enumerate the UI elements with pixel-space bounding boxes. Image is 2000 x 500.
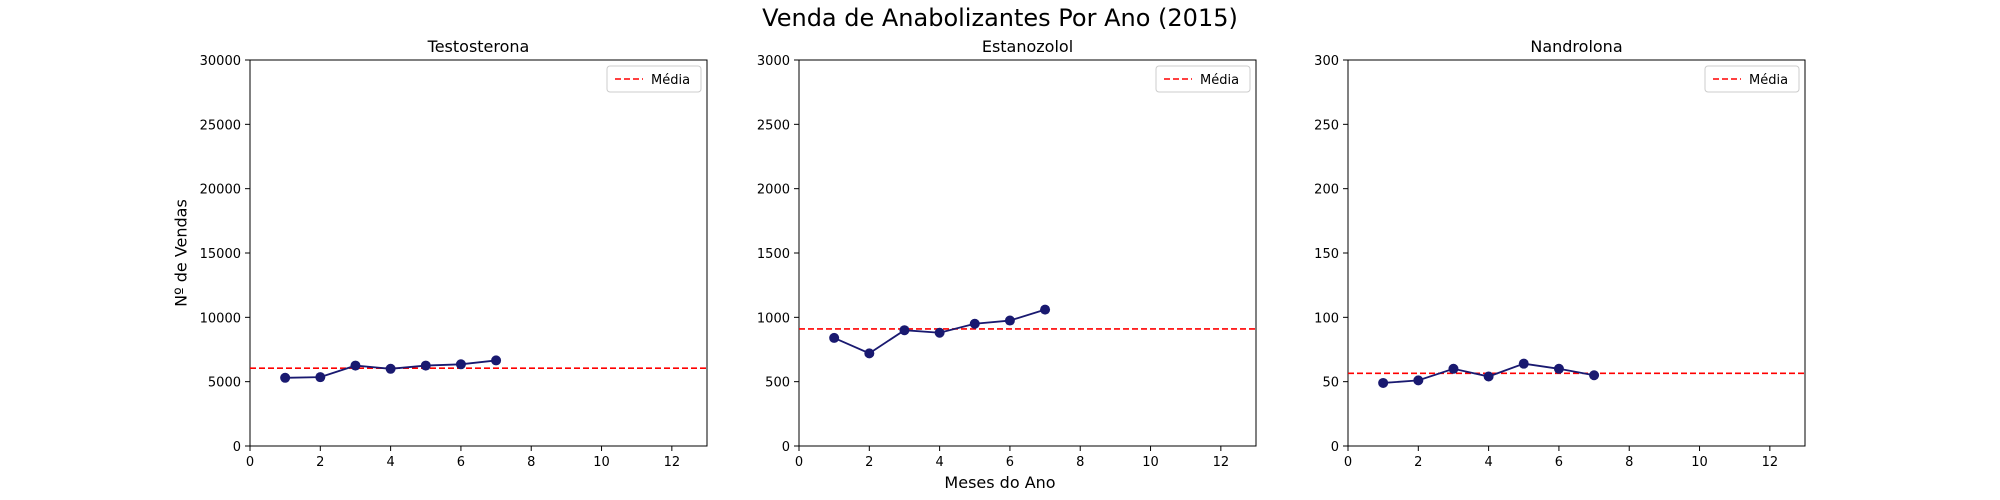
y-tick-label: 20000 [200,183,241,198]
y-tick-label: 3000 [757,54,790,69]
x-tick-label: 0 [795,455,803,470]
data-point [491,355,502,366]
data-point [420,360,431,371]
data-point [969,318,980,329]
data-point [1040,304,1051,315]
data-point [1448,363,1459,374]
x-tick-label: 2 [1414,455,1422,470]
legend-label: Média [1749,73,1788,88]
x-tick-label: 8 [1625,455,1633,470]
x-tick-label: 6 [1006,455,1014,470]
y-tick-label: 2500 [757,118,790,133]
chart-title: Nandrolona [1530,37,1622,56]
y-tick-label: 15000 [200,247,241,262]
data-point [1378,377,1389,388]
y-tick-label: 100 [1314,311,1339,326]
x-tick-label: 10 [1142,455,1159,470]
x-tick-label: 2 [316,455,324,470]
x-tick-label: 12 [1762,455,1779,470]
y-tick-label: 50 [1322,376,1339,391]
data-point [934,327,945,338]
data-point [1589,370,1600,381]
data-point [280,372,291,383]
legend-label: Média [1200,73,1239,88]
y-tick-label: 1000 [757,311,790,326]
x-tick-label: 12 [1213,455,1230,470]
x-tick-label: 10 [593,455,610,470]
plot-frame [249,59,708,447]
y-tick-label: 1500 [757,247,790,262]
x-axis-label: Meses do Ano [944,473,1056,492]
plot-frame [1347,59,1806,447]
x-tick-label: 12 [664,455,681,470]
y-tick-label: 25000 [200,118,241,133]
chart-panel-estanozolol: Estanozolol 0 2 4 6 8 10 12 0 500 1000 1500 2000 2500… [757,37,1257,470]
data-point [864,348,875,359]
y-tick-label: 300 [1314,54,1339,69]
data-point [350,360,361,371]
figure-title: Venda de Anabolizantes Por Ano (2015) [762,4,1238,32]
y-tick-label: 0 [233,440,241,455]
data-point [455,359,466,370]
chart-title: Estanozolol [982,37,1073,56]
legend: Média [1704,65,1800,93]
legend-box [606,65,702,93]
data-point [1413,375,1424,386]
legend-label: Média [651,73,690,88]
data-point [315,372,326,383]
legend: Média [606,65,702,93]
y-tick-label: 30000 [200,54,241,69]
x-tick-label: 0 [246,455,254,470]
legend: Média [1155,65,1251,93]
y-tick-label: 200 [1314,183,1339,198]
y-tick-label: 0 [782,440,790,455]
y-tick-label: 500 [765,376,790,391]
data-point [1004,315,1015,326]
x-tick-label: 0 [1344,455,1352,470]
y-tick-label: 0 [1331,440,1339,455]
x-tick-label: 4 [935,455,943,470]
data-point [385,363,396,374]
x-tick-label: 8 [527,455,535,470]
y-tick-label: 5000 [208,376,241,391]
x-tick-label: 2 [865,455,873,470]
x-tick-label: 4 [386,455,394,470]
x-tick-label: 4 [1484,455,1492,470]
y-tick-label: 2000 [757,183,790,198]
legend-box [1155,65,1251,93]
data-point [1483,371,1494,382]
y-tick-label: 150 [1314,247,1339,262]
plot-frame [798,59,1257,447]
legend-box [1704,65,1800,93]
x-tick-label: 8 [1076,455,1084,470]
chart-panel-testosterona: Testosterona 0 2 4 6 8 10 12 0 5000 10000 15000 2000… [200,37,708,470]
chart-title: Testosterona [427,37,530,56]
y-tick-label: 250 [1314,118,1339,133]
data-point [1553,363,1564,374]
data-point [899,325,910,336]
data-point [1518,358,1529,369]
y-tick-label: 10000 [200,311,241,326]
x-tick-label: 6 [457,455,465,470]
data-point [829,332,840,343]
chart-panel-nandrolona: Nandrolona 0 2 4 6 8 10 12 0 50 100 150 200 250 300 Méd… [1314,37,1806,470]
x-tick-label: 6 [1555,455,1563,470]
x-tick-label: 10 [1691,455,1708,470]
